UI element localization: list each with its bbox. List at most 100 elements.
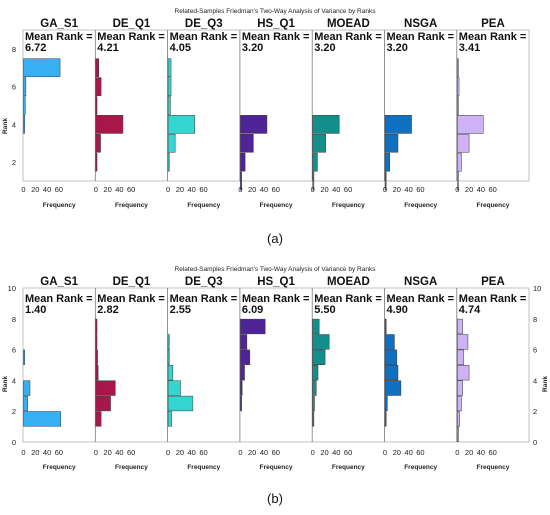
histogram-bar <box>312 380 317 396</box>
x-tick-label: 60 <box>199 185 207 194</box>
histogram-bar <box>457 426 459 442</box>
x-tick-label: 0 <box>238 448 242 457</box>
x-tick-label: 60 <box>489 448 497 457</box>
x-tick-label: 40 <box>332 185 340 194</box>
histogram-bar <box>167 58 172 78</box>
mean-rank-label: Mean Rank = <box>242 31 310 43</box>
histogram-bar <box>23 58 61 78</box>
histogram-bar <box>167 349 170 365</box>
y-tick-label-right: 10 <box>533 284 541 293</box>
histogram-bar <box>95 395 111 412</box>
y-tick-label: 10 <box>8 284 16 293</box>
histogram-bar <box>95 58 100 78</box>
histogram-bar <box>312 115 340 134</box>
x-tick-label: 60 <box>199 448 207 457</box>
histogram-bar <box>240 318 266 335</box>
histogram-bar <box>167 365 174 381</box>
x-tick-label: 20 <box>465 448 473 457</box>
mean-rank-label: Mean Rank = <box>459 293 527 305</box>
x-tick-label: 60 <box>55 185 63 194</box>
chart-title: Related-Samples Friedman's Two-Way Analy… <box>175 8 377 15</box>
x-axis-label: Frequency <box>260 464 293 471</box>
x-axis-label: Frequency <box>260 202 293 209</box>
mean-rank-value: 6.72 <box>25 42 46 54</box>
histogram-bar <box>312 152 318 172</box>
group-name: DE_Q3 <box>185 276 223 288</box>
histogram-bar <box>167 96 171 115</box>
x-tick-label: 0 <box>455 185 459 194</box>
histogram-bar <box>95 334 98 350</box>
x-tick-label: 40 <box>477 448 485 457</box>
histogram-bar <box>23 349 25 365</box>
group-name: MOEAD <box>327 18 370 30</box>
plot-frame <box>22 29 530 182</box>
mean-rank-label: Mean Rank = <box>170 31 238 43</box>
histogram-bar <box>384 395 388 412</box>
histogram-bar <box>457 115 484 134</box>
x-tick-label: 20 <box>248 448 256 457</box>
histogram-bar <box>457 171 459 191</box>
mean-rank-label: Mean Rank = <box>97 293 165 305</box>
histogram-bar <box>312 334 330 350</box>
x-tick-label: 20 <box>393 448 401 457</box>
x-axis-label: Frequency <box>43 202 76 209</box>
histogram-bar <box>240 115 268 134</box>
x-tick-label: 60 <box>272 448 280 457</box>
x-tick-label: 20 <box>176 185 184 194</box>
histogram-bar <box>457 152 462 172</box>
histogram-bar <box>312 365 319 381</box>
mean-rank-label: Mean Rank = <box>170 293 238 305</box>
x-tick-label: 40 <box>43 185 51 194</box>
histogram-bar <box>240 171 242 191</box>
x-tick-label: 40 <box>477 185 485 194</box>
x-tick-label: 0 <box>383 185 387 194</box>
x-tick-label: 40 <box>404 185 412 194</box>
histogram-bar <box>312 411 315 427</box>
x-axis-label: Frequency <box>404 464 437 471</box>
mean-rank-value: 2.82 <box>97 304 118 316</box>
mean-rank-value: 3.20 <box>387 42 408 54</box>
histogram-bar <box>167 133 176 153</box>
x-axis-label: Frequency <box>404 202 437 209</box>
histogram-bar <box>23 395 28 412</box>
mean-rank-value: 1.40 <box>25 304 46 316</box>
y-tick-label-right: 4 <box>533 376 537 385</box>
histogram-bar <box>95 77 102 96</box>
histogram-bar <box>167 152 170 172</box>
x-tick-label: 0 <box>21 185 25 194</box>
x-tick-label: 20 <box>103 185 111 194</box>
x-tick-label: 40 <box>188 185 196 194</box>
histogram-bar <box>384 380 402 396</box>
histogram-bar <box>240 152 246 172</box>
x-tick-label: 0 <box>166 185 170 194</box>
histogram-bar <box>457 349 465 365</box>
x-axis-label: Frequency <box>187 464 220 471</box>
y-tick-label: 6 <box>12 83 16 92</box>
x-tick-label: 60 <box>489 185 497 194</box>
x-tick-label: 0 <box>455 448 459 457</box>
group-name: NSGA <box>404 18 437 30</box>
histogram-bar <box>23 411 61 427</box>
x-tick-label: 0 <box>21 448 25 457</box>
x-tick-label: 60 <box>127 185 135 194</box>
x-tick-label: 0 <box>383 448 387 457</box>
histogram-bar <box>167 380 181 396</box>
x-tick-label: 20 <box>465 185 473 194</box>
histogram-bar <box>167 395 194 412</box>
x-tick-label: 0 <box>238 185 242 194</box>
histogram-bar <box>384 171 387 191</box>
histogram-bar <box>95 152 98 172</box>
x-axis-label: Frequency <box>332 464 365 471</box>
panel-caption: (b) <box>267 491 283 506</box>
histogram-bar <box>23 96 26 115</box>
y-tick-label: 4 <box>12 376 16 385</box>
group-name: PEA <box>481 276 505 288</box>
histogram-bar <box>312 318 320 335</box>
x-axis-label: Frequency <box>43 464 76 471</box>
x-tick-label: 20 <box>320 185 328 194</box>
x-tick-label: 60 <box>344 185 352 194</box>
x-tick-label: 0 <box>94 185 98 194</box>
x-tick-label: 20 <box>31 185 39 194</box>
y-tick-label-right: 8 <box>533 315 537 324</box>
